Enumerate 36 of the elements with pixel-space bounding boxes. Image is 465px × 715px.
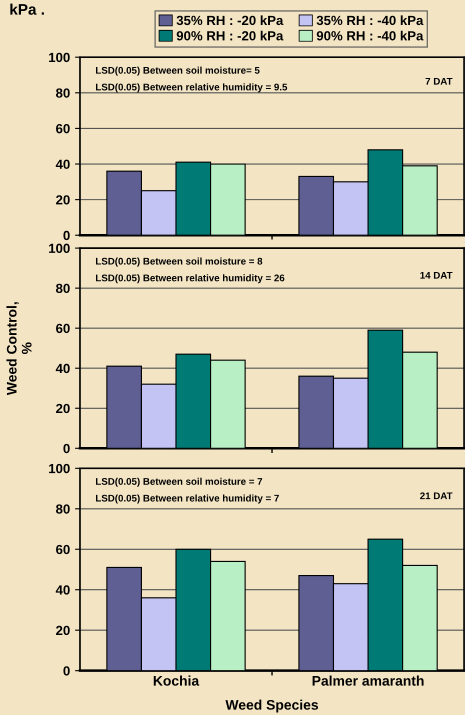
y-tick-label: 0: [63, 444, 70, 454]
y-tick-label: 80: [56, 504, 70, 514]
chart-title: kPa .: [10, 4, 44, 15]
legend-label: 35% RH : -40 kPa: [316, 15, 424, 26]
y-tick-label: 60: [56, 544, 70, 554]
x-tick-label: Kochia: [154, 676, 200, 686]
legend-label: 90% RH : -20 kPa: [176, 30, 284, 40]
y-axis-title: Weed Control, %: [6, 302, 32, 396]
legend-label: 90% RH : -40 kPa: [316, 30, 424, 40]
y-tick-label: 0: [63, 230, 70, 240]
y-tick-label: 20: [56, 195, 70, 205]
annotation: 14 DAT: [420, 272, 452, 279]
annotation: LSD(0.05) Between relative humidity = 9.5: [96, 83, 288, 92]
y-tick-label: 40: [56, 364, 70, 374]
annotation: LSD(0.05) Between soil moisture = 8: [96, 258, 262, 267]
annotation: LSD(0.05) Between relative humidity = 26: [96, 274, 284, 284]
legend-label: 35% RH : -20 kPa: [176, 15, 284, 26]
annotation: LSD(0.05) Between soil moisture= 5: [96, 66, 260, 76]
annotation: 7 DAT: [426, 78, 452, 85]
y-tick-label: 40: [56, 160, 70, 169]
y-tick-label: 100: [49, 464, 70, 474]
y-tick-label: 20: [56, 404, 70, 414]
y-tick-label: 80: [56, 284, 70, 294]
y-tick-label: 100: [49, 52, 70, 62]
y-tick-label: 80: [56, 88, 70, 98]
annotation: LSD(0.05) Between soil moisture = 7: [96, 478, 262, 487]
x-tick-label: Palmer amaranth: [312, 676, 424, 686]
y-tick-label: 0: [63, 666, 70, 676]
annotation: LSD(0.05) Between relative humidity = 7: [96, 494, 279, 504]
y-tick-label: 20: [56, 626, 70, 636]
y-tick-label: 60: [56, 324, 70, 334]
y-tick-label: 60: [56, 124, 70, 134]
y-tick-label: 40: [56, 585, 70, 595]
annotation: 21 DAT: [420, 492, 452, 500]
y-tick-label: 100: [49, 244, 70, 254]
x-axis-title: Weed Species: [225, 700, 318, 713]
